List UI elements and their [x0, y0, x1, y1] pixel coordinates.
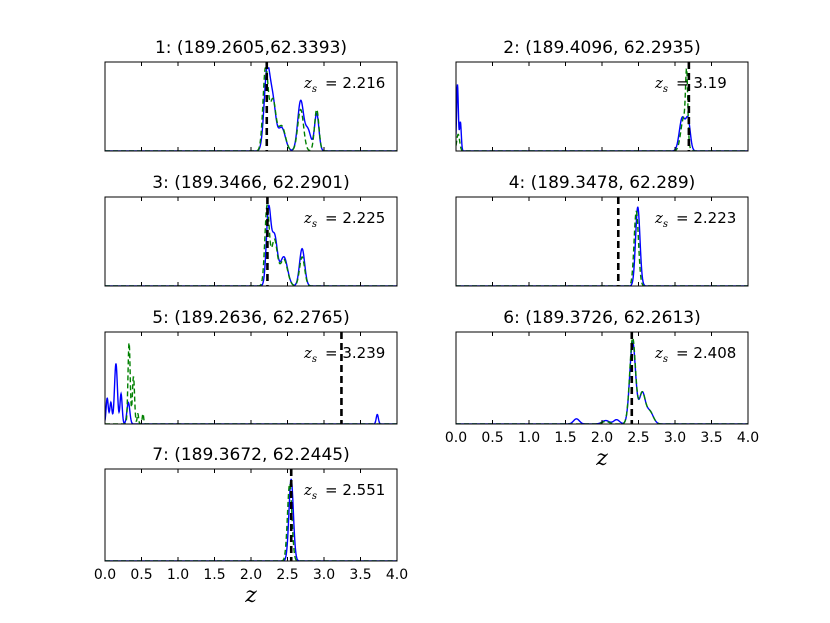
- x-tick-label: 4.0: [737, 430, 759, 446]
- panel-2: 2: (189.4096, 62.2935) zs = 3.19: [455, 38, 749, 152]
- x-tick-label: 0.5: [130, 567, 152, 583]
- panel-title: 6: (189.3726, 62.2613): [503, 308, 700, 328]
- x-tick-label: 4.0: [386, 567, 408, 583]
- panel-title: 4: (189.3478, 62.289): [509, 173, 696, 193]
- panel-title: 2: (189.4096, 62.2935): [503, 38, 700, 58]
- panel-3: 3: (189.3466, 62.2901) zs = 2.225: [104, 173, 398, 287]
- x-tick-label: 2.0: [240, 567, 262, 583]
- zs-value: = 3.19: [676, 74, 727, 92]
- panel-title: 1: (189.2605,62.3393): [155, 38, 347, 58]
- panel-4: 4: (189.3478, 62.289) zs = 2.223: [455, 173, 749, 287]
- zs-annotation: zs = 2.223: [654, 209, 736, 230]
- x-tick-label: 1.0: [518, 430, 540, 446]
- x-tick-label: 2.5: [276, 567, 298, 583]
- zs-value: = 2.551: [325, 481, 385, 499]
- zs-annotation: zs = 2.551: [303, 481, 385, 502]
- solid-pdf-curve: [456, 84, 748, 151]
- x-tick-label: 0.0: [445, 430, 467, 446]
- zs-annotation: zs = 3.239: [303, 344, 385, 365]
- zs-value: = 2.223: [676, 209, 736, 227]
- x-tick-label: 2.5: [627, 430, 649, 446]
- zs-value: = 2.216: [325, 74, 385, 92]
- panel-5: 5: (189.2636, 62.2765) zs = 3.239: [104, 308, 398, 425]
- x-tick-label: 3.0: [664, 430, 686, 446]
- panel-1: 1: (189.2605,62.3393) zs = 2.216: [104, 38, 398, 152]
- panel-title: 5: (189.2636, 62.2765): [152, 308, 349, 328]
- x-tick-label: 3.5: [349, 567, 371, 583]
- zs-label: zs: [654, 344, 668, 365]
- x-tick-label: 1.5: [203, 567, 225, 583]
- zs-label: zs: [654, 74, 668, 95]
- x-axis-label: z: [244, 583, 257, 608]
- zs-annotation: zs = 3.19: [654, 74, 727, 95]
- x-tick-label: 3.0: [313, 567, 335, 583]
- zs-label: zs: [303, 209, 317, 230]
- zs-label: zs: [303, 481, 317, 502]
- zs-value: = 3.239: [325, 344, 385, 362]
- zs-label: zs: [654, 209, 668, 230]
- zs-label: zs: [303, 74, 317, 95]
- x-tick-label: 0.0: [94, 567, 116, 583]
- x-tick-label: 3.5: [700, 430, 722, 446]
- panel-6: 6: (189.3726, 62.2613) zs = 2.408 0.0 0.5 1.0…: [445, 308, 759, 471]
- x-tick-label: 0.5: [481, 430, 503, 446]
- panel-title: 7: (189.3672, 62.2445): [152, 445, 349, 465]
- x-axis-label: z: [595, 446, 608, 471]
- solid-pdf-curve: [105, 363, 397, 424]
- zs-annotation: zs = 2.216: [303, 74, 385, 95]
- zs-label: zs: [303, 344, 317, 365]
- zs-value: = 2.225: [325, 209, 385, 227]
- panel-title: 3: (189.3466, 62.2901): [152, 173, 349, 193]
- x-tick-label: 2.0: [591, 430, 613, 446]
- zs-annotation: zs = 2.225: [303, 209, 385, 230]
- panel-7: 7: (189.3672, 62.2445) zs = 2.551 0.0 0.5 1.0…: [94, 445, 408, 608]
- x-tick-label: 1.5: [554, 430, 576, 446]
- x-tick-label: 1.0: [167, 567, 189, 583]
- zs-value: = 2.408: [676, 344, 736, 362]
- zs-annotation: zs = 2.408: [654, 344, 736, 365]
